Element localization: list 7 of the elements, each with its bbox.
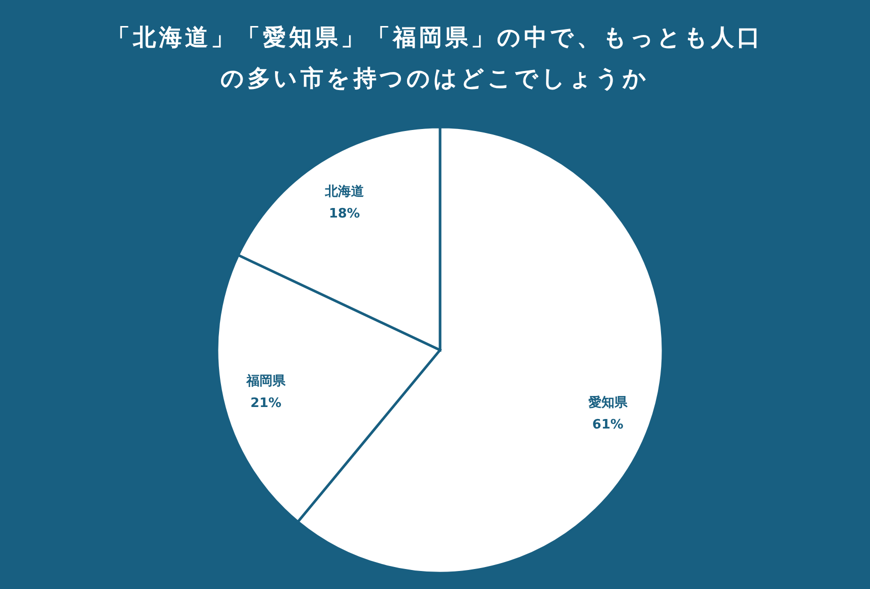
slice-label: 北海道 xyxy=(324,184,365,200)
slice-label: 愛知県 xyxy=(588,394,628,410)
slice-label: 福岡県 xyxy=(245,372,286,389)
chart-title: 「北海道」「愛知県」「福岡県」の中で、もっとも人口の多い市を持つのはどこでしょうか xyxy=(106,24,764,94)
data-label: 21% xyxy=(250,396,282,411)
data-label: 18% xyxy=(328,206,360,222)
data-label: 61% xyxy=(592,417,624,432)
